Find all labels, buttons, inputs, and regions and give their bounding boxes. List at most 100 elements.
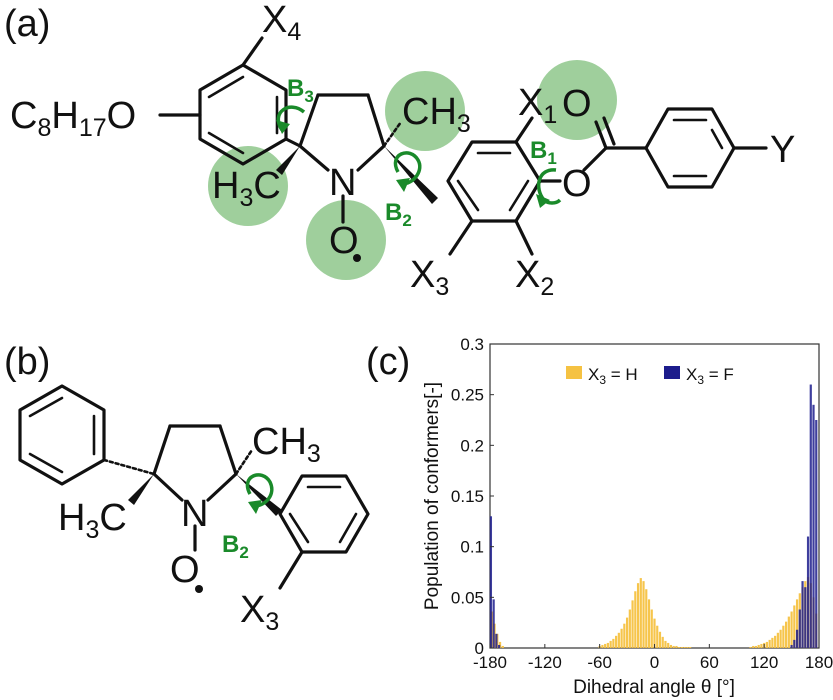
bar <box>765 641 769 648</box>
ester-group-a <box>582 116 648 172</box>
bar <box>675 645 678 648</box>
rotation-label-b1: B1 <box>530 137 557 168</box>
highlight-carbonyl-o <box>537 60 617 140</box>
bar <box>664 640 667 648</box>
bar <box>631 600 634 648</box>
bar <box>686 646 689 648</box>
bar <box>804 587 807 648</box>
bar <box>628 609 631 648</box>
carbonyl-o-label: O <box>562 83 592 125</box>
bar <box>658 631 662 648</box>
x-tick-labels: -180 -120 -60 0 60 120 180 <box>473 644 833 672</box>
bar <box>790 644 793 648</box>
series-f-bars <box>489 384 818 648</box>
legend-swatch-h <box>566 366 582 379</box>
bar <box>683 646 686 648</box>
bar <box>609 640 612 648</box>
bar <box>639 578 642 648</box>
bar <box>790 611 793 648</box>
x-tick-label: -60 <box>587 653 612 672</box>
rotation-arrow-b2 <box>393 151 422 192</box>
x-axis-title: Dihedral angle θ [°] <box>573 677 735 698</box>
bar <box>604 643 607 648</box>
plot-frame <box>489 343 820 649</box>
y-axis-title: Population of conformers[-] <box>422 382 443 610</box>
bar <box>498 644 501 648</box>
bar <box>689 646 692 648</box>
alkoxy-chain-label: C8H17O <box>10 95 136 142</box>
bar <box>645 589 648 648</box>
bar <box>787 616 790 648</box>
bar <box>793 605 796 648</box>
bar <box>617 632 620 648</box>
bar <box>795 629 799 648</box>
bar <box>757 644 760 648</box>
bar <box>785 621 788 648</box>
bar <box>771 637 774 648</box>
substituent-x1: X1 <box>518 82 557 129</box>
bar <box>634 591 637 648</box>
aryl-ring-b <box>278 474 370 590</box>
dihedral-population-chart: -180 -120 -60 0 60 120 180 0 0.05 0.1 0.15 0.2 0.25… <box>422 335 833 698</box>
bar <box>795 599 799 648</box>
bar <box>667 642 670 648</box>
radical-dot-b <box>195 585 203 593</box>
bar <box>806 536 810 648</box>
legend-swatch-f <box>664 366 680 379</box>
rotation-label-b2-b: B2 <box>222 531 249 562</box>
bar <box>749 646 752 648</box>
bar <box>647 599 651 648</box>
legend-label-f: X3 = F <box>686 365 734 387</box>
substituent-y: Y <box>770 129 795 171</box>
rotation-label-b3: B3 <box>287 75 314 106</box>
bar <box>489 516 493 648</box>
bar <box>815 420 818 648</box>
panel-label-c: (c) <box>366 341 410 383</box>
y-tick-label: 0.2 <box>460 436 484 455</box>
substituent-x3-b: X3 <box>240 589 279 636</box>
bar <box>625 617 629 648</box>
methyl-left-label: H3C <box>212 165 281 212</box>
nitroxide-o-label: O <box>329 220 359 262</box>
bar <box>774 635 777 648</box>
bar <box>636 583 640 648</box>
y-tick-label: 0.25 <box>451 386 484 405</box>
bar <box>623 623 626 648</box>
bar <box>661 636 664 648</box>
bar <box>754 645 758 648</box>
radical-dot-a <box>353 254 361 262</box>
y-tick-label: 0.15 <box>451 487 484 506</box>
substituent-x4: X4 <box>262 0 301 46</box>
x-tick-label: 0 <box>650 653 659 672</box>
bar <box>776 632 779 648</box>
highlight-methyl-top <box>385 71 465 151</box>
highlight-circles-a <box>208 60 617 280</box>
methyl-left-label-b: H3C <box>58 497 127 544</box>
rotation-arrow-b1 <box>536 168 562 208</box>
bar <box>495 633 498 648</box>
bar <box>653 618 656 648</box>
y-tick-labels: 0 0.05 0.1 0.15 0.2 0.25 0.3 <box>451 335 494 658</box>
nitrogen-label: N <box>329 162 356 204</box>
x-tick-label: 120 <box>750 653 778 672</box>
bar <box>809 384 812 648</box>
bar <box>798 609 801 648</box>
bar <box>615 635 618 648</box>
rotation-arrow-b3 <box>276 105 306 134</box>
nitroxide-o-label-b: O <box>170 549 200 591</box>
bar <box>492 599 495 648</box>
bar <box>779 629 782 648</box>
highlight-nitroxide-o <box>306 200 386 280</box>
methyl-top-label-b: CH3 <box>252 421 321 468</box>
bar <box>601 644 604 648</box>
left-phenyl-ring-a <box>158 36 288 166</box>
legend: X3 = H X3 = F <box>566 365 734 387</box>
bar <box>606 642 609 648</box>
bar <box>672 645 675 648</box>
x-tick-label: -180 <box>473 653 507 672</box>
bar <box>793 639 796 648</box>
rotation-label-b2: B2 <box>385 199 412 230</box>
bar <box>650 609 653 648</box>
bar <box>678 646 681 648</box>
